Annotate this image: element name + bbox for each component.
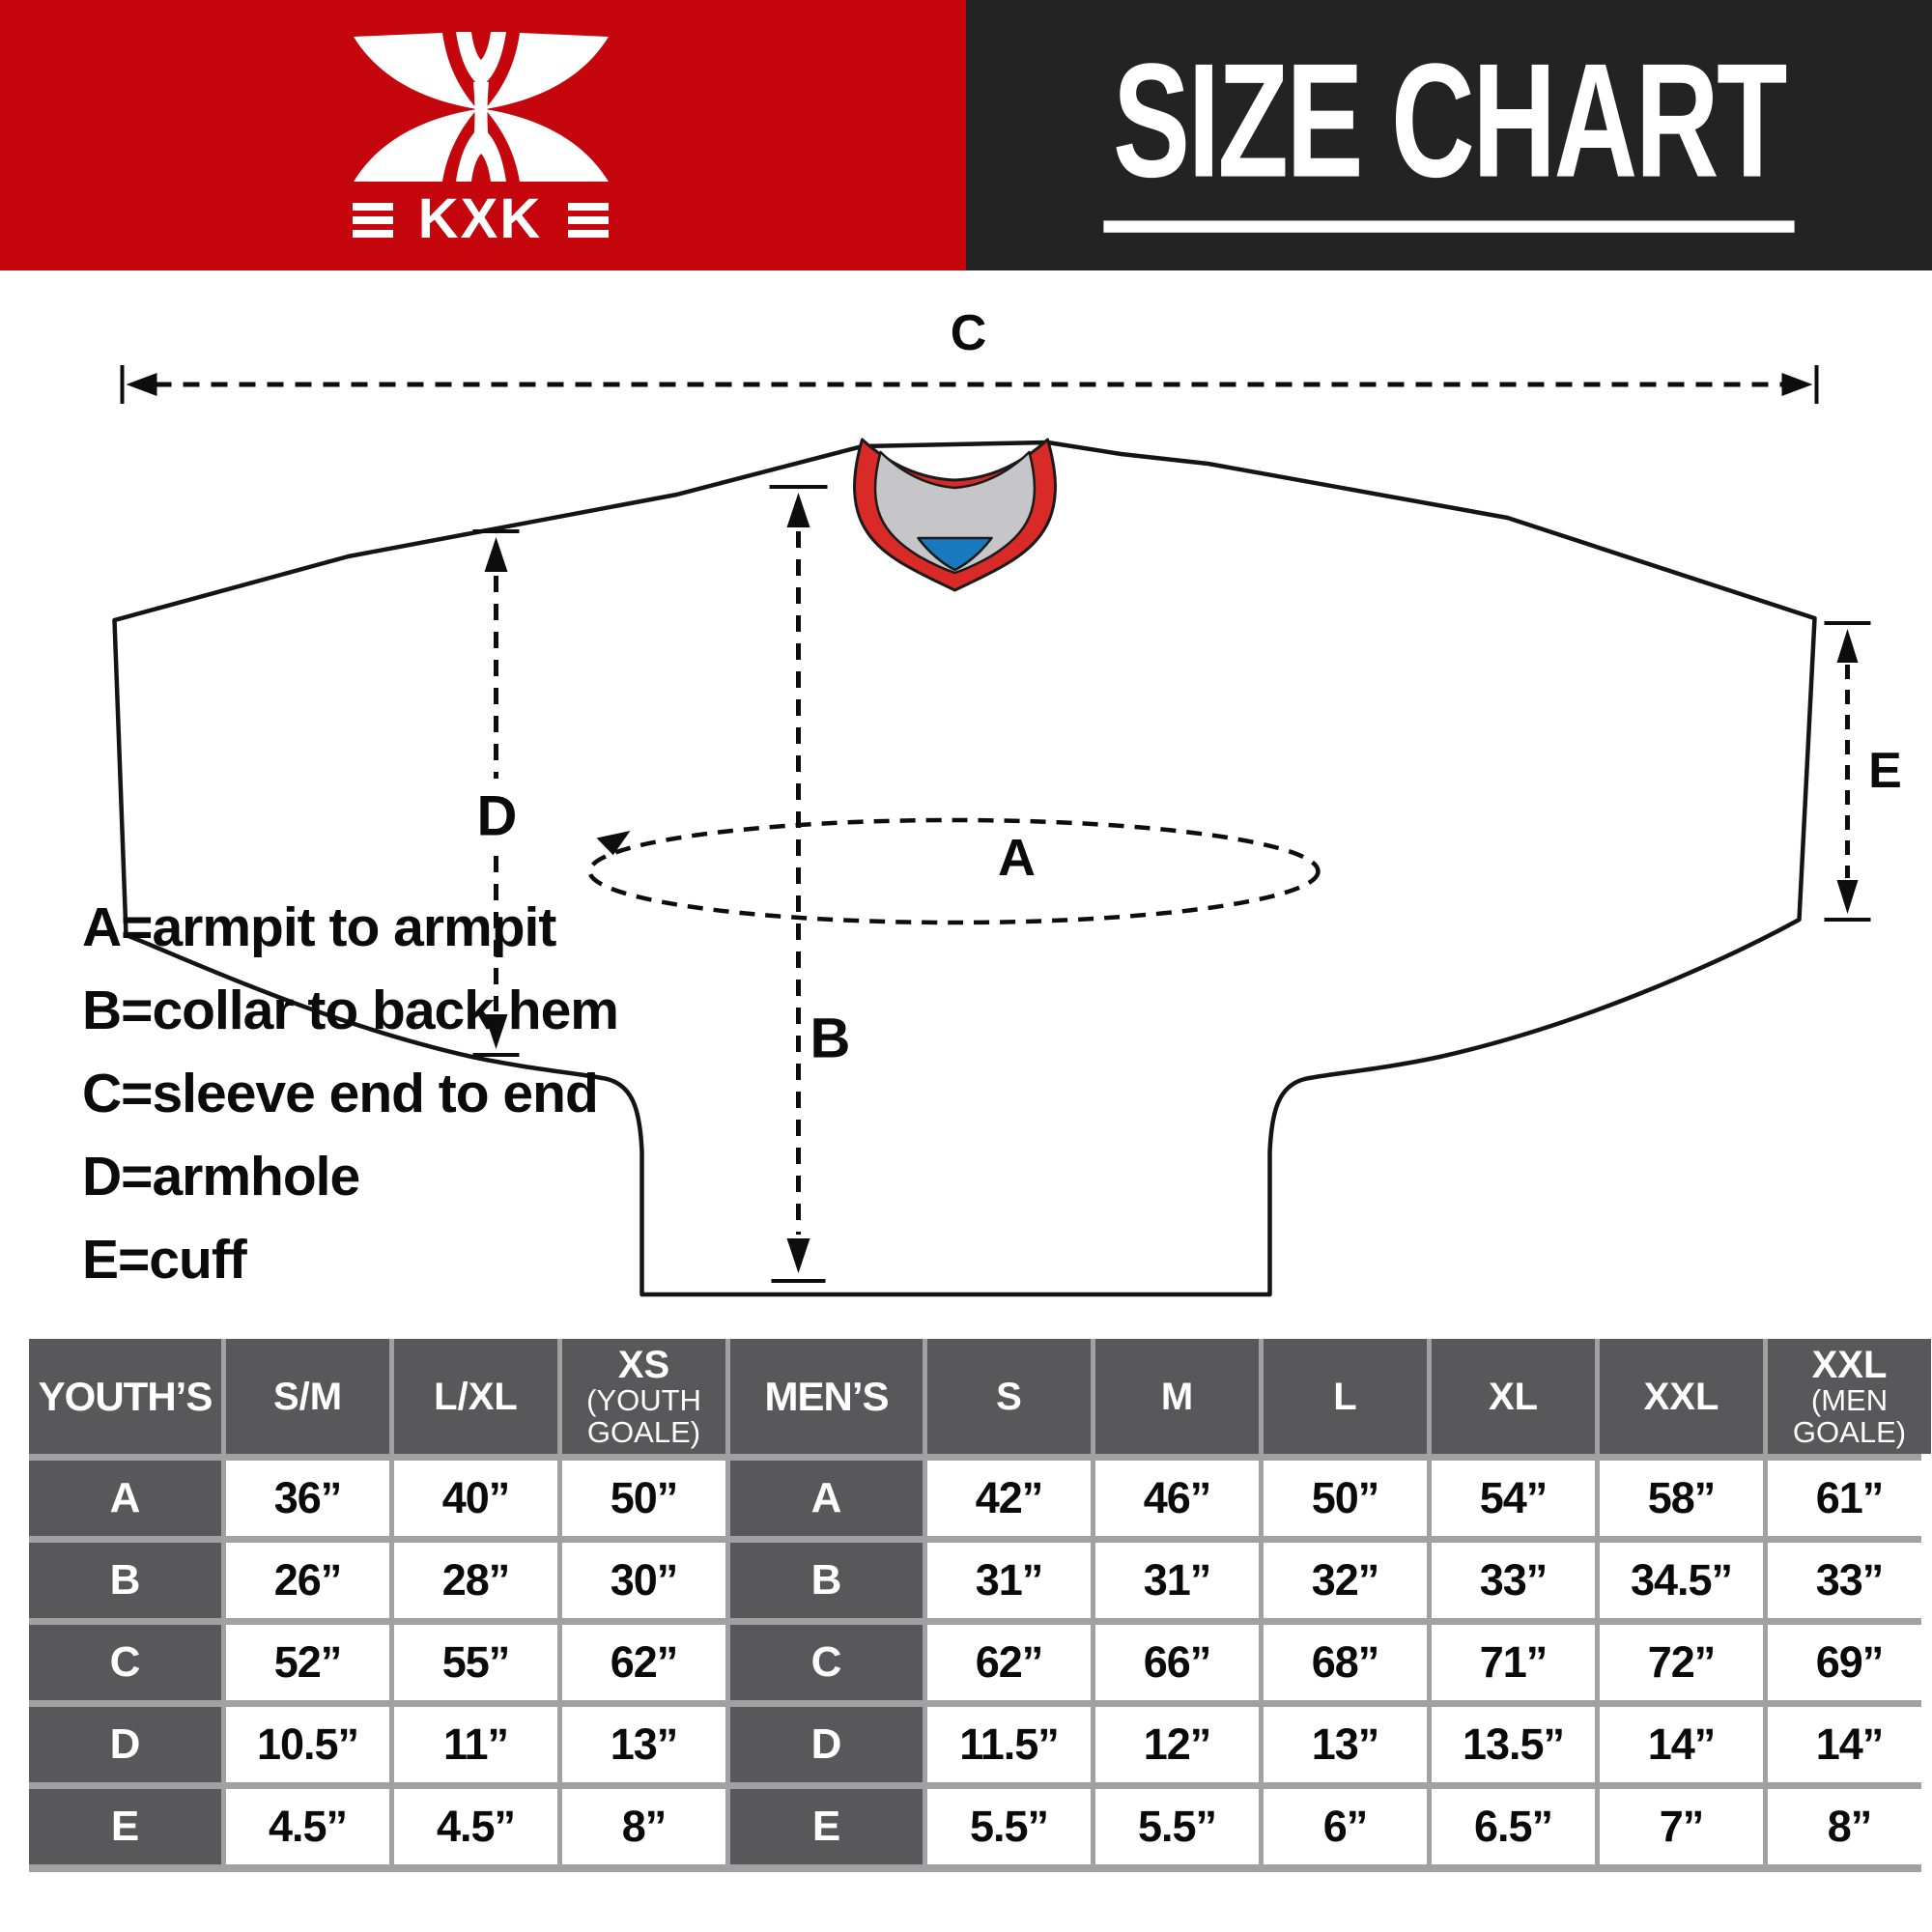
men-value-A-1: 46” (1095, 1461, 1259, 1536)
measure-label-c: C (951, 305, 987, 361)
men-value-D-5: 14” (1768, 1707, 1931, 1782)
youth-row-label-A: A (29, 1461, 221, 1536)
youth-value-E-1: 4.5” (394, 1789, 557, 1864)
measure-c-arrow (120, 365, 1819, 404)
men-value-B-0: 31” (927, 1543, 1091, 1618)
youth-value-B-2: 30” (562, 1543, 725, 1618)
men-value-D-1: 12” (1095, 1707, 1259, 1782)
brand-text: KXK (418, 187, 542, 250)
measure-b-arrow (769, 485, 828, 1283)
jersey-measurement-diagram: C D B (112, 305, 1902, 1297)
legend-line-b: B=collar to back hem (82, 980, 619, 1041)
youth-col-header-0: S/M (226, 1339, 389, 1454)
legend-line-e: E=cuff (82, 1229, 247, 1291)
youth-value-D-0: 10.5” (226, 1707, 389, 1782)
men-value-C-1: 66” (1095, 1625, 1259, 1700)
kxk-logo-icon: KXK (353, 32, 609, 250)
men-value-B-1: 31” (1095, 1543, 1259, 1618)
youth-value-A-2: 50” (562, 1461, 725, 1536)
legend-line-a: A=armpit to armpit (82, 896, 556, 958)
men-row-label-B: B (730, 1543, 923, 1618)
men-value-E-2: 6” (1264, 1789, 1427, 1864)
men-value-D-0: 11.5” (927, 1707, 1091, 1782)
men-value-E-3: 6.5” (1432, 1789, 1595, 1864)
youth-value-D-2: 13” (562, 1707, 725, 1782)
men-row-label-A: A (730, 1461, 923, 1536)
measure-label-d-halo (470, 779, 524, 852)
youth-value-E-0: 4.5” (226, 1789, 389, 1864)
men-value-B-5: 33” (1768, 1543, 1931, 1618)
men-value-C-5: 69” (1768, 1625, 1931, 1700)
men-col-header-3: XL (1432, 1339, 1595, 1454)
youth-value-E-2: 8” (562, 1789, 725, 1864)
men-value-E-5: 8” (1768, 1789, 1931, 1864)
men-col-header-4: XXL (1600, 1339, 1763, 1454)
youth-value-D-1: 11” (394, 1707, 557, 1782)
youth-value-C-1: 55” (394, 1625, 557, 1700)
men-col-header-5: XXL (MEN GOALE) (1768, 1339, 1931, 1454)
measurement-legend: A=armpit to armpit B=collar to back hem … (82, 886, 619, 1301)
men-value-D-3: 13.5” (1432, 1707, 1595, 1782)
men-value-C-0: 62” (927, 1625, 1091, 1700)
men-value-D-2: 13” (1264, 1707, 1427, 1782)
men-col-header-0: S (927, 1339, 1091, 1454)
men-value-A-4: 58” (1600, 1461, 1763, 1536)
collar-inner-gray (873, 450, 1037, 575)
measure-label-d: D (477, 785, 518, 848)
youth-group-header: YOUTH’S (29, 1339, 221, 1454)
youth-value-C-0: 52” (226, 1625, 389, 1700)
youth-row-label-D: D (29, 1707, 221, 1782)
men-value-A-5: 61” (1768, 1461, 1931, 1536)
men-value-A-3: 54” (1432, 1461, 1595, 1536)
youth-row-label-C: C (29, 1625, 221, 1700)
jersey-outline (112, 440, 1817, 1297)
measure-label-e: E (1868, 743, 1902, 799)
measure-d-arrow (472, 529, 520, 1057)
men-col-header-1: M (1095, 1339, 1259, 1454)
men-value-E-4: 7” (1600, 1789, 1763, 1864)
men-value-E-0: 5.5” (927, 1789, 1091, 1864)
collar (853, 438, 1057, 592)
collar-blue-insert (917, 536, 993, 572)
men-value-B-2: 32” (1264, 1543, 1427, 1618)
men-value-C-4: 72” (1600, 1625, 1763, 1700)
men-group-header: MEN’S (730, 1339, 923, 1454)
men-row-label-C: C (730, 1625, 923, 1700)
youth-row-label-B: B (29, 1543, 221, 1618)
measure-a-ellipse (587, 817, 1321, 925)
youth-value-C-2: 62” (562, 1625, 725, 1700)
measure-label-b: B (810, 1008, 851, 1070)
brand-panel: KXK (0, 0, 966, 270)
youth-row-label-E: E (29, 1789, 221, 1864)
size-table: YOUTH’S S/M L/XL XS (YOUTH GOALE) MEN’S S M L XL X… (29, 1339, 1931, 1872)
youth-value-A-1: 40” (394, 1461, 557, 1536)
legend-line-c: C=sleeve end to end (82, 1063, 599, 1124)
page-title: SIZE CHART (1103, 39, 1795, 233)
measure-label-b-halo (803, 1003, 858, 1074)
youth-col-header-1: L/XL (394, 1339, 557, 1454)
men-value-E-1: 5.5” (1095, 1789, 1259, 1864)
measure-label-a: A (998, 829, 1036, 887)
men-col-header-2: L (1264, 1339, 1427, 1454)
men-value-A-0: 42” (927, 1461, 1091, 1536)
youth-value-B-1: 28” (394, 1543, 557, 1618)
men-value-B-4: 34.5” (1600, 1543, 1763, 1618)
youth-value-A-0: 36” (226, 1461, 389, 1536)
title-panel: SIZE CHART (966, 0, 1932, 270)
measure-e-arrow (1824, 621, 1871, 922)
legend-line-d: D=armhole (82, 1146, 360, 1208)
men-row-label-D: D (730, 1707, 923, 1782)
youth-value-B-0: 26” (226, 1543, 389, 1618)
men-value-C-2: 68” (1264, 1625, 1427, 1700)
men-value-A-2: 50” (1264, 1461, 1427, 1536)
youth-col-header-2: XS (YOUTH GOALE) (562, 1339, 725, 1454)
men-value-C-3: 71” (1432, 1625, 1595, 1700)
men-row-label-E: E (730, 1789, 923, 1864)
men-value-D-4: 14” (1600, 1707, 1763, 1782)
men-value-B-3: 33” (1432, 1543, 1595, 1618)
header: KXK SIZE CHART (0, 0, 1932, 270)
